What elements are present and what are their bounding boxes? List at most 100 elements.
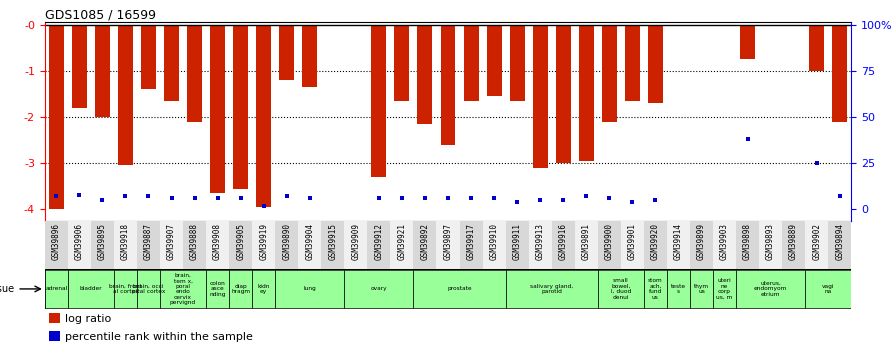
- Text: small
bowel,
l, duod
denui: small bowel, l, duod denui: [611, 278, 631, 299]
- Bar: [460, 221, 483, 269]
- Bar: [72, 25, 87, 108]
- Bar: [418, 25, 433, 124]
- Bar: [164, 25, 179, 101]
- Bar: [602, 25, 616, 121]
- Bar: [233, 25, 248, 188]
- Text: GDS1085 / 16599: GDS1085 / 16599: [45, 8, 156, 21]
- Bar: [68, 270, 114, 308]
- Bar: [49, 25, 64, 209]
- Bar: [118, 25, 133, 166]
- Text: log ratio: log ratio: [65, 314, 111, 324]
- Text: GSM39903: GSM39903: [720, 223, 729, 260]
- Bar: [690, 270, 713, 308]
- Bar: [344, 270, 413, 308]
- Bar: [49, 313, 60, 323]
- Bar: [529, 221, 552, 269]
- Bar: [252, 221, 275, 269]
- Bar: [160, 221, 183, 269]
- Text: GSM39888: GSM39888: [190, 223, 199, 260]
- Bar: [275, 221, 298, 269]
- Text: GSM39907: GSM39907: [167, 223, 176, 260]
- Text: GSM39896: GSM39896: [52, 223, 61, 260]
- Bar: [210, 25, 225, 193]
- Text: GSM39905: GSM39905: [237, 223, 246, 260]
- Bar: [275, 270, 344, 308]
- Text: GSM39920: GSM39920: [650, 223, 659, 260]
- Bar: [644, 270, 667, 308]
- Bar: [740, 25, 755, 59]
- Bar: [114, 221, 137, 269]
- Bar: [187, 25, 202, 121]
- Bar: [510, 25, 525, 101]
- Text: GSM39898: GSM39898: [743, 223, 752, 260]
- Bar: [483, 221, 505, 269]
- Bar: [394, 25, 409, 101]
- Bar: [598, 270, 644, 308]
- Bar: [505, 270, 598, 308]
- Bar: [713, 270, 736, 308]
- Text: GSM39908: GSM39908: [213, 223, 222, 260]
- Bar: [45, 270, 68, 308]
- Bar: [806, 270, 851, 308]
- Text: vagi
na: vagi na: [822, 284, 834, 294]
- Bar: [621, 221, 644, 269]
- Text: GSM39919: GSM39919: [259, 223, 268, 260]
- Bar: [49, 331, 60, 342]
- Text: GSM39900: GSM39900: [605, 223, 614, 260]
- Text: GSM39921: GSM39921: [398, 223, 407, 260]
- Text: prostate: prostate: [447, 286, 472, 292]
- Text: GSM39893: GSM39893: [766, 223, 775, 260]
- Text: teste
s: teste s: [671, 284, 686, 294]
- Bar: [344, 221, 367, 269]
- Bar: [436, 221, 460, 269]
- Bar: [68, 221, 90, 269]
- Text: GSM39890: GSM39890: [282, 223, 291, 260]
- Bar: [463, 25, 478, 101]
- Text: GSM39901: GSM39901: [628, 223, 637, 260]
- Bar: [90, 221, 114, 269]
- Bar: [298, 221, 322, 269]
- Bar: [141, 25, 156, 89]
- Bar: [736, 270, 806, 308]
- Bar: [667, 270, 690, 308]
- Bar: [372, 25, 386, 177]
- Text: GSM39904: GSM39904: [306, 223, 314, 260]
- Text: colon
asce
nding: colon asce nding: [210, 281, 226, 297]
- Bar: [832, 25, 848, 121]
- Bar: [183, 221, 206, 269]
- Bar: [690, 221, 713, 269]
- Text: brain, front
al cortex: brain, front al cortex: [109, 284, 142, 294]
- Text: diap
hragm: diap hragm: [231, 284, 250, 294]
- Text: GSM39918: GSM39918: [121, 223, 130, 260]
- Bar: [137, 270, 160, 308]
- Bar: [367, 221, 391, 269]
- Text: kidn
ey: kidn ey: [257, 284, 270, 294]
- Text: lung: lung: [304, 286, 316, 292]
- Bar: [648, 25, 663, 103]
- Text: uteri
ne
corp
us, m: uteri ne corp us, m: [716, 278, 733, 299]
- Bar: [736, 221, 759, 269]
- Bar: [598, 221, 621, 269]
- Text: GSM39915: GSM39915: [328, 223, 337, 260]
- Text: salivary gland,
parotid: salivary gland, parotid: [530, 284, 573, 294]
- Bar: [322, 221, 344, 269]
- Text: stom
ach,
fund
us: stom ach, fund us: [648, 278, 663, 299]
- Bar: [229, 221, 252, 269]
- Text: GSM39913: GSM39913: [536, 223, 545, 260]
- Bar: [229, 270, 252, 308]
- Text: GSM39891: GSM39891: [582, 223, 590, 260]
- Bar: [644, 221, 667, 269]
- Bar: [206, 270, 229, 308]
- Text: brain, occi
pital cortex: brain, occi pital cortex: [132, 284, 165, 294]
- Bar: [95, 25, 110, 117]
- Text: GSM39887: GSM39887: [144, 223, 153, 260]
- Bar: [413, 221, 436, 269]
- Bar: [137, 221, 160, 269]
- Text: GSM39911: GSM39911: [513, 223, 521, 260]
- Bar: [160, 270, 206, 308]
- Bar: [552, 221, 574, 269]
- Bar: [828, 221, 851, 269]
- Text: adrenal: adrenal: [45, 286, 67, 292]
- Bar: [391, 221, 413, 269]
- Bar: [556, 25, 571, 163]
